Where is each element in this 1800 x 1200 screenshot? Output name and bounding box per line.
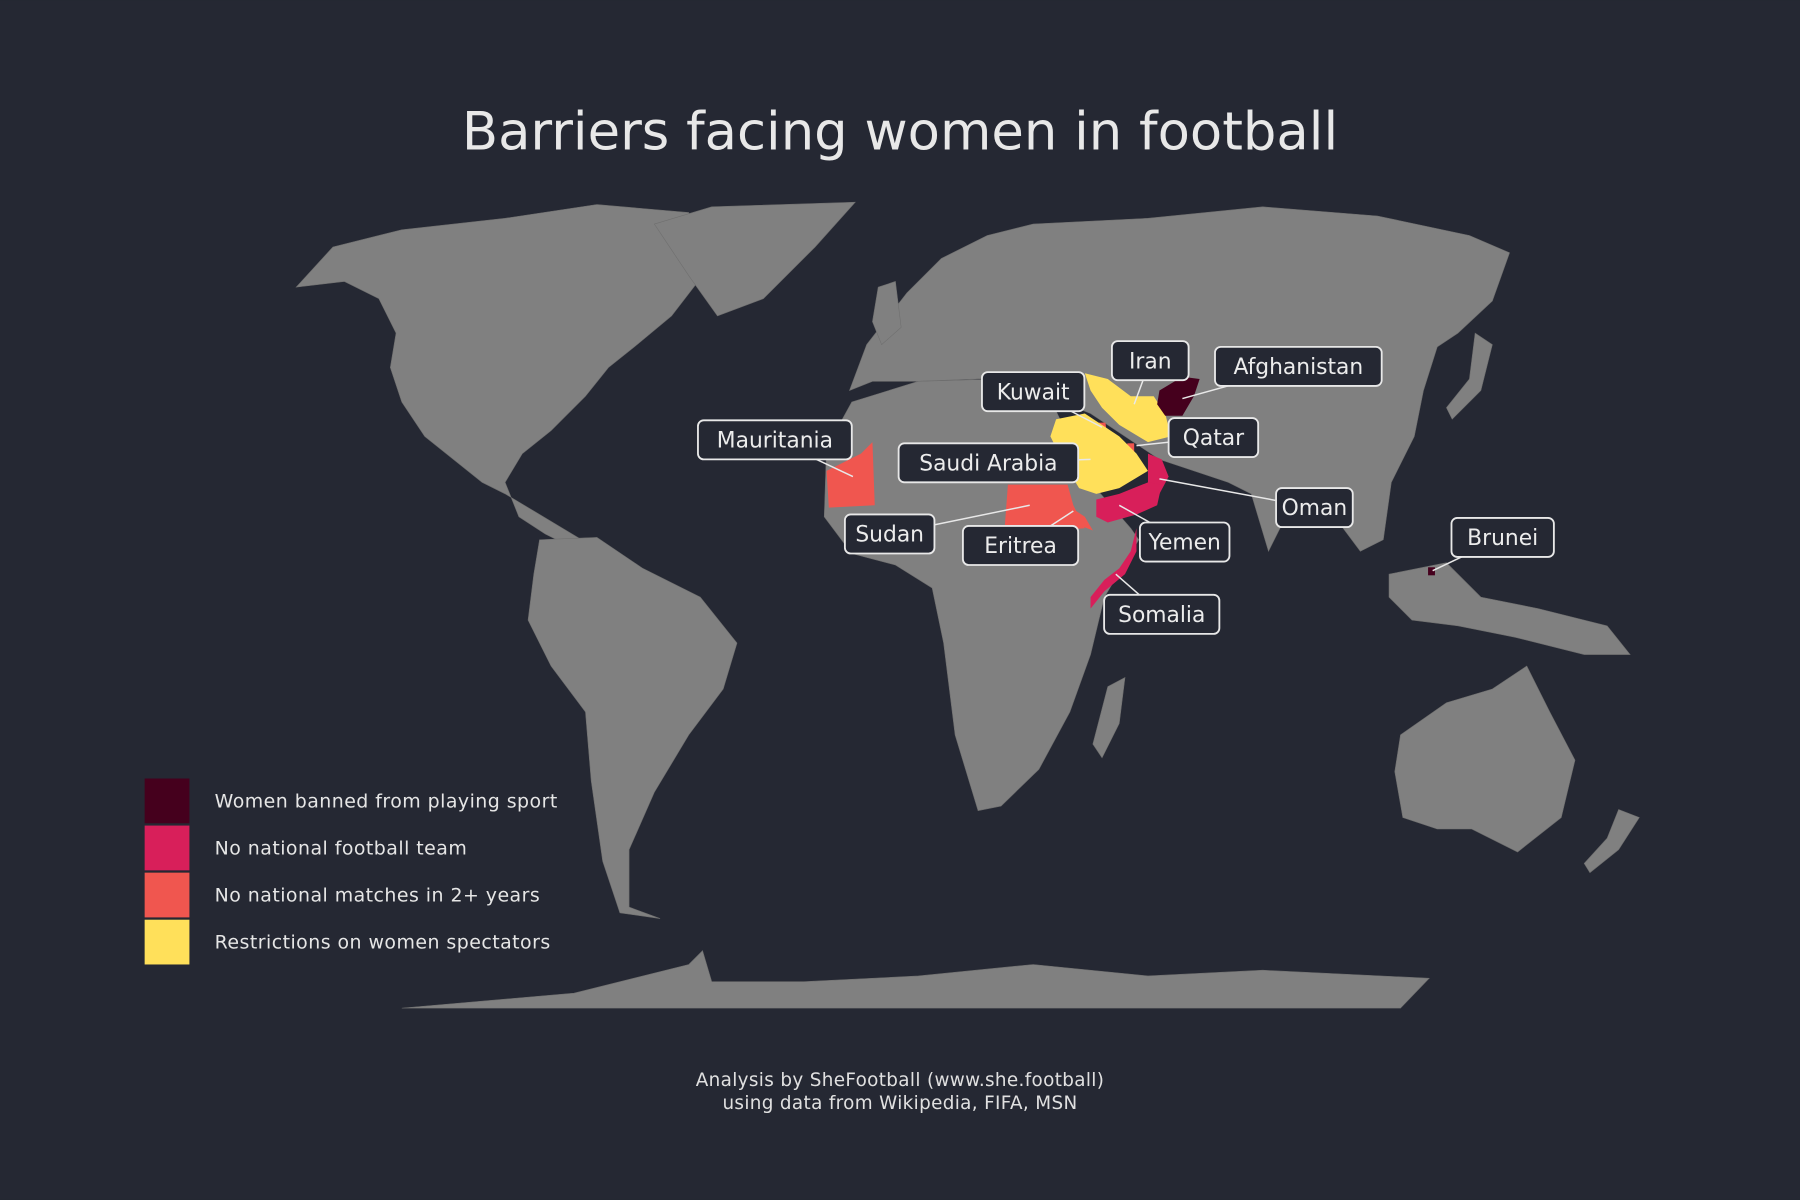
label-oman: Oman [1159,478,1354,529]
label-kuwait: Kuwait [981,371,1103,428]
country-eritrea [1067,505,1093,531]
country-labels: Iran Afghanistan Kuwait Qatar Mauritania Saud… [697,340,1555,635]
label-qatar: Qatar [1136,417,1260,458]
legend-item-spectators: Restrictions on women spectators [144,919,551,965]
label-box [1275,487,1354,529]
label-box [697,419,853,461]
label-text: Eritrea [984,534,1057,559]
label-text: Kuwait [997,380,1070,405]
legend-swatch [144,825,190,871]
legend-swatch [144,919,190,965]
country-yemen [1096,482,1162,523]
label-text: Brunei [1467,526,1538,551]
label-yemen: Yemen [1118,504,1231,563]
antarctica [401,950,1430,1009]
australia [1394,665,1576,853]
label-iran: Iran [1110,340,1190,405]
map-title: Barriers facing women in football [462,101,1338,162]
greenland [653,201,856,317]
label-eritrea: Eritrea [961,510,1080,566]
legend: Women banned from playing sport No nation… [144,778,558,965]
footer-sources: using data from Wikipedia, FIFA, MSN [722,1093,1077,1114]
label-box [1214,345,1383,387]
southeast-asia-islands [1388,562,1631,655]
label-somalia: Somalia [1103,573,1221,635]
label-text: Afghanistan [1233,355,1363,380]
label-box [1139,521,1231,563]
highlighted-countries [826,373,1435,609]
legend-label: Women banned from playing sport [215,790,558,812]
country-brunei [1428,567,1435,576]
north-america [295,204,703,552]
legend-item-no_matches: No national matches in 2+ years [144,872,541,918]
label-text: Yemen [1148,531,1221,556]
japan [1446,332,1493,420]
label-sudan: Sudan [843,504,1030,555]
label-box [961,525,1080,566]
label-text: Sudan [855,523,924,548]
legend-label: No national football team [215,838,468,860]
label-text: Qatar [1183,426,1244,451]
label-box [843,513,936,555]
madagascar [1092,676,1126,759]
label-text: Mauritania [717,429,833,454]
label-box [897,442,1080,484]
label-mauritania: Mauritania [697,419,854,478]
label-box [1450,517,1555,558]
label-text: Saudi Arabia [919,451,1057,476]
country-sudan [1004,484,1085,531]
label-text: Iran [1129,349,1172,374]
legend-item-no_team: No national football team [144,825,468,871]
south-america [527,537,738,919]
label-brunei: Brunei [1432,517,1555,572]
label-afghanistan: Afghanistan [1182,345,1383,400]
label-box [1110,340,1190,382]
new-zealand [1583,809,1640,874]
country-somalia [1090,528,1137,609]
uk [872,281,902,346]
legend-item-banned: Women banned from playing sport [144,778,558,824]
legend-swatch [144,778,190,824]
label-text: Somalia [1118,603,1205,628]
label-box [981,371,1086,413]
label-box [1103,593,1221,635]
legend-swatch [144,872,190,918]
country-iran [1084,373,1171,443]
footer-credit: Analysis by SheFootball (www.she.footbal… [696,1070,1104,1091]
label-text: Oman [1282,496,1348,521]
label-box [1167,417,1260,458]
country-afghanistan [1157,376,1200,416]
legend-label: Restrictions on women spectators [215,932,551,954]
legend-label: No national matches in 2+ years [215,885,541,907]
label-saudi-arabia: Saudi Arabia [897,442,1091,484]
